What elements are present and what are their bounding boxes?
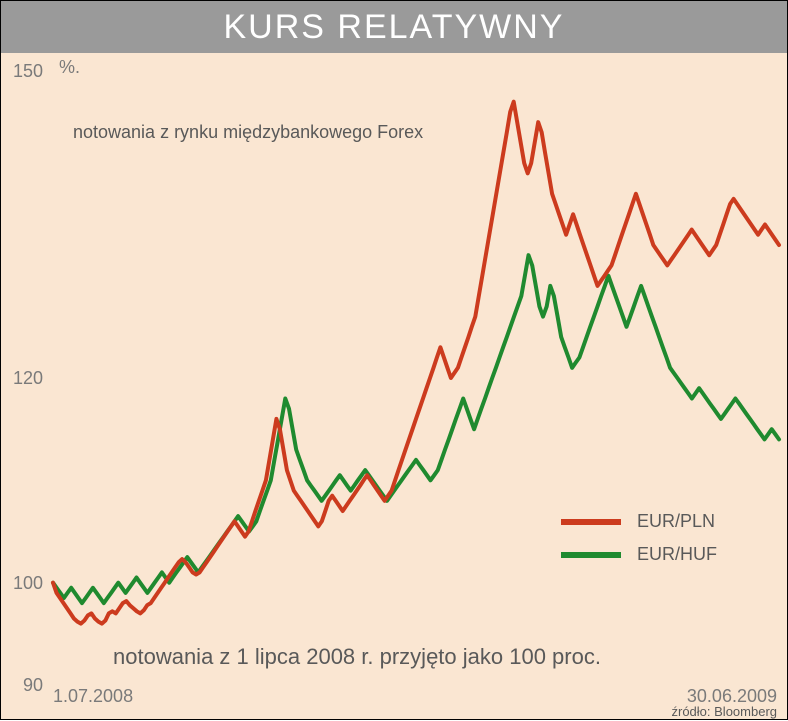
chart-container: KURS RELATYWNY %. 90100120150 notowania … — [0, 0, 788, 720]
x-start-label: 1.07.2008 — [53, 686, 133, 707]
legend: EUR/PLN EUR/HUF — [561, 511, 717, 577]
annotation-baseline: notowania z 1 lipca 2008 r. przyjęto jak… — [113, 644, 601, 670]
legend-label: EUR/HUF — [637, 544, 717, 565]
legend-item: EUR/PLN — [561, 511, 717, 532]
annotation-source: źródło: Bloomberg — [672, 704, 778, 719]
legend-swatch — [561, 519, 621, 525]
legend-swatch — [561, 552, 621, 558]
chart-title: KURS RELATYWNY — [1, 1, 787, 53]
line-series — [1, 53, 788, 721]
legend-item: EUR/HUF — [561, 544, 717, 565]
plot-area: %. 90100120150 notowania z rynku międzyb… — [1, 53, 787, 721]
legend-label: EUR/PLN — [637, 511, 715, 532]
